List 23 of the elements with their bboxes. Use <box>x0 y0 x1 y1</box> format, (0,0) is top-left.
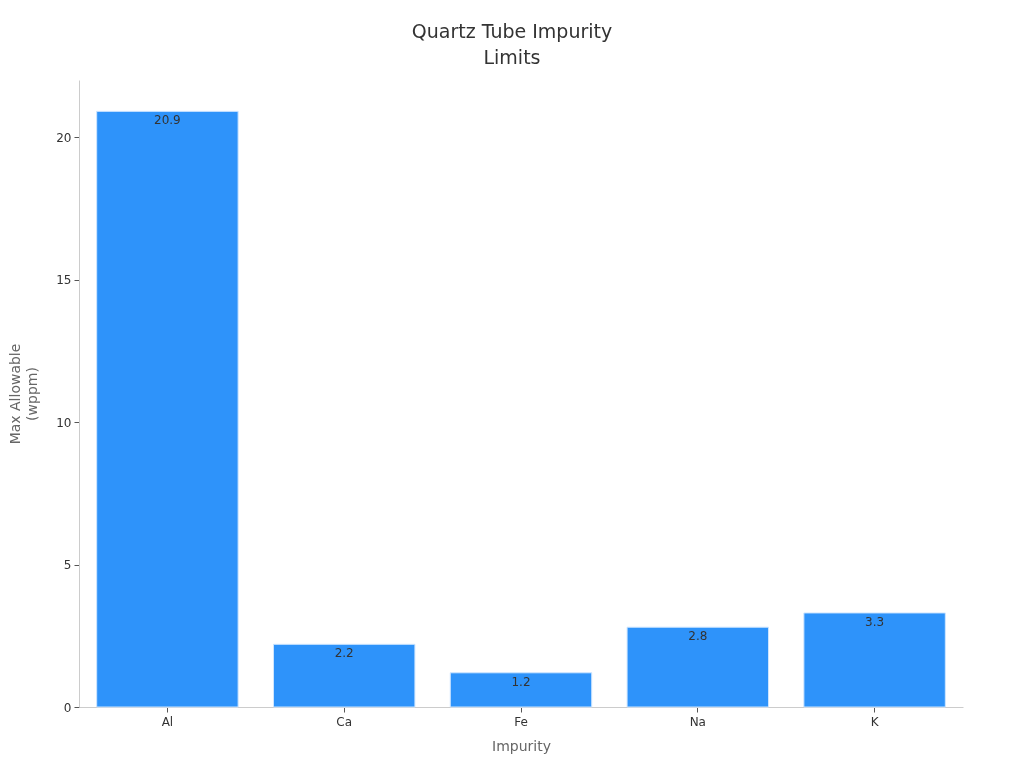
data-label: 2.2 <box>334 646 354 661</box>
x-tick-label: Fe <box>514 714 528 729</box>
bar <box>96 110 239 708</box>
y-tick-label: 10 <box>56 415 72 430</box>
x-tick-label: Al <box>161 714 174 729</box>
x-tick-label: Ca <box>336 714 353 729</box>
bar <box>803 612 946 708</box>
y-tick-label: 5 <box>63 558 72 572</box>
x-tick-label: Na <box>689 714 706 729</box>
y-tick-label: 20 <box>56 130 72 145</box>
bar <box>626 626 770 708</box>
chart-title: Quartz Tube Impurity Limits <box>411 20 613 68</box>
bar <box>272 643 416 708</box>
data-label: 3.3 <box>865 614 885 629</box>
x-tick-label: K <box>870 714 880 729</box>
y-tick-label: 0 <box>63 700 72 715</box>
data-label: 2.8 <box>688 629 708 644</box>
data-label: 20.9 <box>154 113 181 128</box>
data-label: 1.2 <box>511 674 531 689</box>
y-tick-label: 15 <box>56 273 72 287</box>
bar <box>449 672 593 708</box>
y-axis-title: Max Allowable (wppm) <box>7 343 41 445</box>
x-axis-title: Impurity <box>492 737 551 754</box>
